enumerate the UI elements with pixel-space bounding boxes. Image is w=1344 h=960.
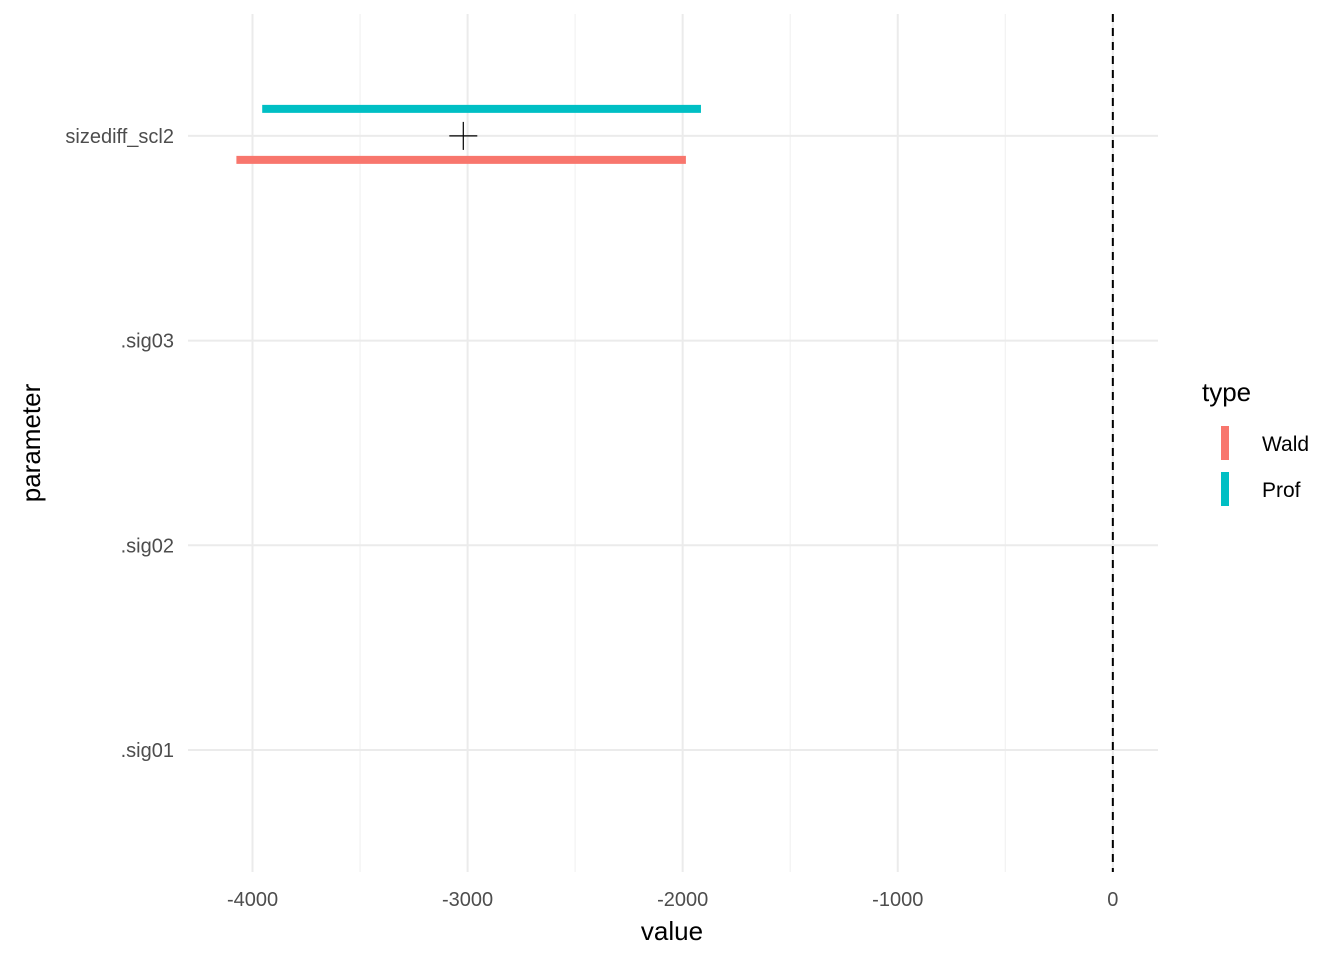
y-tick-label: .sig01 [121,740,174,762]
y-tick-labels: .sig01 .sig02 .sig03 sizediff_scl2 [65,126,174,762]
y-tick-label: sizediff_scl2 [65,126,174,148]
legend-key-prof [1221,472,1229,506]
interval-bars [236,104,701,164]
y-tick-label: .sig02 [121,535,174,557]
legend-label-prof: Prof [1262,479,1301,502]
x-axis-title: value [641,916,703,946]
x-tick-labels: -4000 -3000 -2000 -1000 0 [227,889,1118,911]
point-estimate-plus [449,121,478,150]
y-tick-label: .sig03 [121,331,174,353]
x-tick-label: -2000 [657,889,708,911]
legend: type Wald Prof [1202,377,1309,506]
x-tick-label: -3000 [442,889,493,911]
legend-items: Wald Prof [1221,426,1309,506]
major-gridlines [188,14,1158,872]
y-axis-title: parameter [16,383,46,502]
legend-title: type [1202,377,1251,407]
point-estimates [449,121,478,150]
x-tick-label: -4000 [227,889,278,911]
legend-key-wald [1221,426,1229,460]
legend-label-wald: Wald [1262,433,1309,456]
x-tick-label: -1000 [872,889,923,911]
x-tick-label: 0 [1107,889,1118,911]
